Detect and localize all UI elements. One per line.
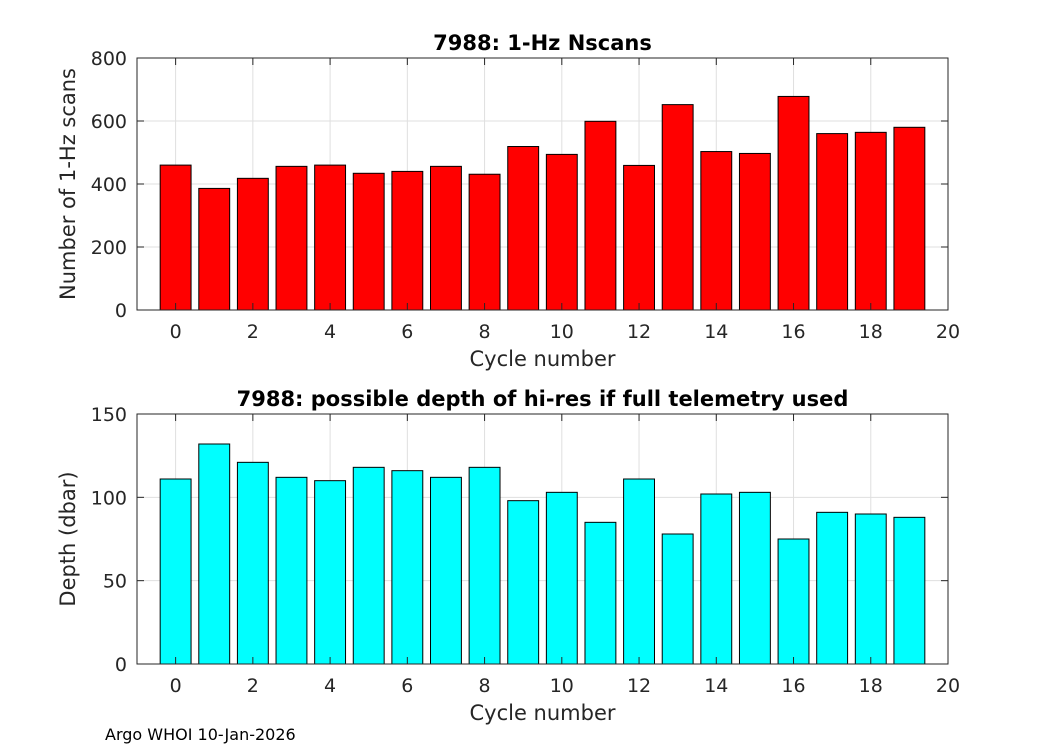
bottom-chart-y-tick-label: 100	[91, 487, 127, 509]
top-chart-x-tick-label: 10	[550, 321, 574, 343]
top-chart-x-tick-label: 8	[479, 321, 491, 343]
bottom-chart-bar	[468, 466, 501, 665]
bottom-chart-x-tick-label: 12	[627, 675, 651, 697]
top-chart-bar	[584, 120, 617, 311]
bottom-chart-bar	[236, 461, 269, 665]
bottom-chart-x-tick-label: 2	[247, 675, 259, 697]
bottom-chart-bar	[352, 466, 385, 665]
top-chart-x-tick-label: 6	[401, 321, 413, 343]
top-chart-bar	[854, 131, 887, 311]
bottom-chart-bar	[661, 533, 694, 665]
top-chart-bar	[623, 164, 655, 311]
bottom-chart-bar	[198, 443, 231, 665]
bottom-chart-bar	[314, 480, 347, 665]
bottom-chart-bar	[275, 476, 308, 665]
bottom-chart-bar	[893, 516, 926, 665]
top-chart-bar	[198, 187, 231, 311]
bottom-chart-xlabel: Cycle number	[469, 701, 615, 725]
top-chart-x-tick-label: 0	[170, 321, 182, 343]
bottom-chart-bar	[545, 491, 578, 665]
top-chart-y-tick-label: 200	[91, 237, 127, 259]
bottom-chart-title: 7988: possible depth of hi-res if full t…	[237, 387, 849, 411]
bottom-chart-bar	[391, 470, 424, 665]
top-chart-x-tick-label: 14	[704, 321, 728, 343]
bottom-chart-bar	[777, 538, 810, 665]
top-chart-x-tick-label: 4	[324, 321, 336, 343]
bottom-chart-bar	[738, 491, 771, 665]
top-chart-y-tick-label: 600	[91, 111, 127, 133]
bottom-chart-bar	[159, 478, 192, 665]
bottom-chart-bar	[430, 476, 462, 665]
bottom-chart-x-tick-label: 16	[781, 675, 805, 697]
bottom-chart-bar	[623, 478, 655, 665]
top-chart-bar	[545, 153, 578, 311]
top-chart-bar	[661, 104, 694, 311]
top-chart-x-tick-label: 20	[936, 321, 960, 343]
bottom-chart-x-tick-label: 0	[170, 675, 182, 697]
top-chart-bar	[391, 170, 424, 311]
top-chart-bar	[700, 151, 733, 311]
top-chart-bar	[893, 126, 926, 311]
top-chart-bar	[159, 164, 192, 311]
top-chart-bar	[236, 177, 269, 311]
top-chart-x-tick-label: 2	[247, 321, 259, 343]
top-chart-x-tick-label: 16	[781, 321, 805, 343]
top-chart-bar	[507, 146, 540, 311]
bottom-chart-x-tick-label: 8	[479, 675, 491, 697]
bottom-chart-y-tick-label: 150	[91, 404, 127, 426]
bottom-chart-x-tick-label: 18	[859, 675, 883, 697]
bottom-chart-y-tick-label: 50	[103, 571, 127, 593]
bottom-chart-bar	[816, 511, 849, 665]
bottom-chart-bar	[854, 513, 887, 665]
footer-credit: Argo WHOI 10-Jan-2026	[105, 725, 296, 744]
top-chart-bar	[352, 172, 385, 311]
top-chart-xlabel: Cycle number	[469, 347, 615, 371]
top-chart-y-tick-label: 800	[91, 48, 127, 70]
bottom-chart-axes-frame	[136, 413, 949, 665]
bottom-chart-plot-area	[137, 414, 948, 664]
top-chart-ylabel: Number of 1-Hz scans	[56, 68, 80, 300]
top-chart-x-tick-label: 18	[859, 321, 883, 343]
bottom-chart-x-tick-label: 20	[936, 675, 960, 697]
bottom-chart-y-tick-label: 0	[115, 654, 127, 676]
top-chart-bar	[816, 133, 849, 311]
top-chart-y-tick-label: 400	[91, 174, 127, 196]
top-chart-bar	[468, 173, 501, 311]
bottom-chart-bar	[700, 493, 733, 665]
top-chart-bar	[738, 152, 771, 311]
bottom-chart-x-tick-label: 6	[401, 675, 413, 697]
bottom-chart-bar	[584, 521, 617, 665]
bottom-chart-ylabel: Depth (dbar)	[56, 471, 80, 606]
top-chart-bar	[777, 95, 810, 311]
top-chart-y-tick-label: 0	[115, 300, 127, 322]
bottom-chart-x-tick-label: 10	[550, 675, 574, 697]
top-chart-bar	[314, 164, 347, 311]
bottom-chart-bar	[507, 500, 540, 665]
bottom-chart-x-tick-label: 4	[324, 675, 336, 697]
top-chart-title: 7988: 1-Hz Nscans	[433, 31, 652, 55]
top-chart-bar	[430, 165, 462, 311]
top-chart-bar	[275, 165, 308, 311]
bottom-chart: 0 2 4 6 8 10 12 14 16 18 20 0 50 100 150 7988: possible…	[56, 387, 960, 725]
bottom-chart-x-tick-label: 14	[704, 675, 728, 697]
top-chart-x-tick-label: 12	[627, 321, 651, 343]
